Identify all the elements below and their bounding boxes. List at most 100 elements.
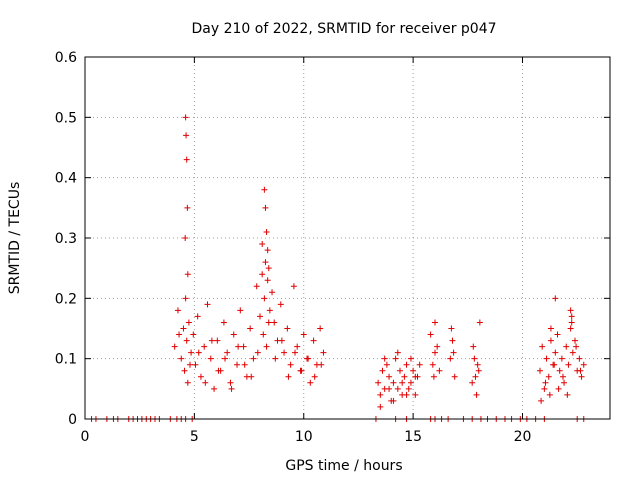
data-point [262, 204, 269, 211]
data-points [88, 114, 587, 422]
data-point [207, 355, 214, 362]
data-point [407, 355, 414, 362]
data-point [220, 319, 227, 326]
data-point [317, 325, 324, 332]
data-point [432, 349, 438, 356]
data-point [577, 367, 584, 374]
data-point [300, 331, 307, 338]
data-point [377, 403, 384, 410]
data-point [567, 307, 574, 314]
data-point [292, 349, 298, 356]
data-point [410, 367, 417, 374]
data-point [580, 361, 587, 368]
data-point [383, 361, 390, 368]
data-point [184, 379, 191, 386]
data-point [386, 373, 393, 380]
y-tick-label: 0.3 [55, 231, 77, 247]
y-tick-label: 0.6 [55, 50, 77, 66]
data-point [450, 349, 457, 356]
data-point [547, 337, 554, 344]
data-point [559, 373, 566, 380]
data-point [184, 204, 191, 211]
y-tick-label: 0.1 [55, 352, 77, 368]
data-point [222, 355, 228, 362]
data-point [552, 349, 559, 356]
data-point [547, 325, 554, 332]
data-point [542, 379, 549, 386]
data-point [271, 319, 278, 326]
data-point [476, 319, 483, 326]
data-point [184, 271, 191, 278]
data-point [538, 397, 545, 404]
data-point [399, 379, 406, 386]
data-point [265, 265, 272, 272]
data-point [434, 343, 441, 350]
data-point [214, 337, 221, 344]
data-point [234, 361, 241, 368]
data-point [253, 283, 260, 290]
data-point [202, 379, 209, 386]
data-point [248, 373, 255, 380]
data-point [240, 343, 247, 350]
chart-title: Day 210 of 2022, SRMTID for receiver p04… [191, 21, 496, 37]
data-point [318, 361, 325, 368]
data-point [537, 367, 543, 374]
data-point [183, 132, 190, 139]
data-point [269, 289, 276, 296]
data-point [284, 325, 291, 332]
data-point [448, 325, 455, 332]
data-point [204, 301, 211, 308]
data-point [211, 385, 218, 392]
data-point [266, 307, 273, 314]
data-point [390, 379, 397, 386]
data-point [281, 349, 288, 356]
data-point [539, 343, 546, 350]
data-point [449, 337, 456, 344]
data-point [572, 337, 578, 344]
data-point [377, 391, 384, 398]
x-tick-label: 5 [190, 429, 199, 445]
data-point [469, 379, 476, 386]
data-point [277, 301, 284, 308]
y-axis-title: SRMTID / TECUs [7, 182, 23, 295]
data-point [290, 283, 297, 290]
data-point [259, 271, 266, 278]
data-point [451, 373, 458, 380]
data-point [430, 373, 437, 380]
data-point [386, 385, 393, 392]
data-point [181, 367, 188, 374]
data-point [241, 361, 248, 368]
data-point [394, 349, 401, 356]
data-point [174, 307, 181, 314]
data-point [259, 241, 266, 248]
data-point [563, 343, 570, 350]
data-point [554, 331, 561, 338]
data-point [320, 349, 327, 356]
data-point [294, 343, 301, 350]
data-point [228, 385, 235, 392]
y-tick-label: 0.4 [55, 171, 77, 187]
data-point [551, 361, 558, 368]
x-tick-label: 10 [295, 429, 313, 445]
data-point [470, 343, 477, 350]
axis-ticks: 0 0.1 0.2 0.3 0.4 0.5 0.6 0 5 10 15 20 [55, 50, 610, 445]
data-point [261, 186, 268, 193]
data-point [573, 343, 580, 350]
data-point [178, 355, 185, 362]
data-point [197, 373, 204, 380]
data-point [569, 349, 576, 356]
data-point [261, 295, 268, 302]
data-point [561, 379, 568, 386]
data-point [264, 247, 271, 254]
data-point [375, 379, 382, 386]
data-point [556, 367, 563, 374]
data-point [182, 295, 189, 302]
data-point [307, 379, 314, 386]
data-point [412, 373, 419, 380]
data-point [429, 361, 436, 368]
data-point [183, 337, 190, 344]
data-point [546, 391, 553, 398]
data-point [568, 319, 575, 326]
data-point [208, 337, 215, 344]
